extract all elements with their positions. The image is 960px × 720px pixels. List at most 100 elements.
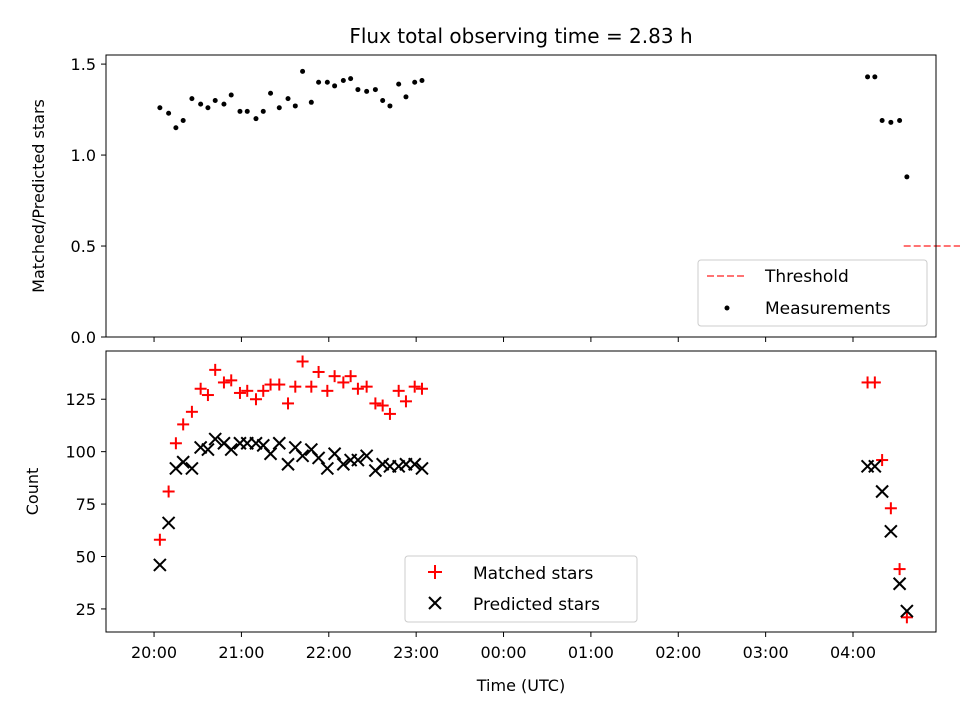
matched-star-point <box>383 407 396 420</box>
predicted-star-point-b <box>375 457 390 471</box>
bottom-y-tick-label: 100 <box>65 443 96 462</box>
matched-star-point <box>876 454 889 467</box>
top-y-tick-label: 1.0 <box>71 146 96 165</box>
measurement-point <box>244 108 250 114</box>
predicted-star-point-b <box>359 449 374 463</box>
measurement-point <box>332 83 338 89</box>
matched-star-point <box>900 611 913 624</box>
predicted-star-point-b <box>281 457 295 471</box>
x-tick-label: 23:00 <box>393 643 439 662</box>
predicted-star-point-b <box>295 449 310 463</box>
top-legend-box <box>697 259 928 327</box>
predicted-star-point-b <box>185 461 199 476</box>
bottom-panel: 20:00 21:00 22:00 23:00 00:00 01:00 02:00 03:00… <box>23 350 937 695</box>
measurement-point <box>897 117 903 123</box>
predicted-star-point-b <box>311 451 326 465</box>
matched-star-point <box>233 386 246 399</box>
x-tick-label: 01:00 <box>568 643 614 662</box>
measurement-point <box>372 87 378 93</box>
bottom-y-tick-label: 25 <box>76 600 96 619</box>
matched-star-point <box>344 370 357 383</box>
matched-star-point <box>201 389 214 402</box>
measurement-point <box>173 125 179 131</box>
measurement-point <box>212 97 218 103</box>
measurement-point <box>364 88 370 94</box>
matched-star-point <box>351 382 364 395</box>
measurement-point <box>387 103 393 109</box>
predicted-star-point-b <box>201 442 215 457</box>
matched-star-point <box>328 370 341 383</box>
predicted-star-point <box>900 604 914 618</box>
predicted-star-point-b <box>224 442 238 457</box>
matched-star-point <box>273 378 286 391</box>
measurement-point <box>904 174 910 180</box>
x-tick-label: 21:00 <box>218 643 264 662</box>
predicted-star-point <box>185 461 199 476</box>
predicted-star-point <box>224 442 238 457</box>
matched-star-point <box>162 485 175 498</box>
measurement-point <box>198 101 204 107</box>
bottom-y-ticks: 25 50 75 100 125 <box>65 390 106 619</box>
predicted-star-point-b <box>868 459 882 474</box>
matched-star-point <box>893 563 906 576</box>
matched-star-point <box>296 355 309 368</box>
predicted-star-point <box>263 447 278 461</box>
matched-star-point <box>241 384 254 397</box>
matched-star-point <box>884 502 897 515</box>
predicted-star-point-b <box>320 461 335 476</box>
matched-star-point <box>360 380 373 393</box>
measurement-point <box>324 79 330 85</box>
top-y-ticks: 0.0 0.5 1.0 1.5 <box>71 55 106 347</box>
predicted-star-point <box>868 459 882 474</box>
measurement-point <box>237 108 243 114</box>
matched-star-point <box>249 393 262 406</box>
matched-star-point <box>305 380 318 393</box>
measurement-point <box>888 119 894 125</box>
matched-star-point <box>312 365 325 378</box>
predicted-star-point <box>295 449 310 463</box>
measurement-point <box>865 74 871 80</box>
predicted-star-point <box>875 484 889 499</box>
matched-star-point <box>289 380 302 393</box>
top-y-tick-label: 0.0 <box>71 328 96 347</box>
matched-star-point <box>225 374 238 387</box>
matched-star-point <box>868 376 881 389</box>
predicted-star-point-b <box>256 438 270 453</box>
measurement-point <box>308 99 314 105</box>
matched-star-point <box>321 384 334 397</box>
predicted-star-point <box>153 558 167 572</box>
matched-star-point <box>217 376 230 389</box>
bottom-y-axis-label: Count <box>23 468 42 516</box>
predicted-star-point-b <box>208 432 222 446</box>
measurement-point <box>228 92 234 98</box>
measurement-point <box>355 87 361 93</box>
predicted-star-point-b <box>161 516 176 530</box>
measurement-point <box>872 74 878 80</box>
matched-star-point <box>185 405 198 418</box>
predicted-legend-swatch <box>428 596 442 610</box>
matched-star-point <box>169 437 182 450</box>
predicted-star-point <box>320 461 335 476</box>
predicted-star-point-b <box>304 442 319 457</box>
predicted-star-point-b <box>193 440 208 455</box>
x-tick-label: 22:00 <box>306 643 352 662</box>
predicted-star-point <box>311 451 326 465</box>
x-tick-label: 02:00 <box>655 643 701 662</box>
predicted-star-point <box>359 449 374 463</box>
predicted-star-point-b <box>884 524 898 539</box>
predicted-star-point <box>336 457 351 471</box>
predicted-star-point-b <box>336 457 351 471</box>
measurement-point <box>348 76 354 82</box>
chart-title: Flux total observing time = 2.83 h <box>349 24 692 48</box>
measurement-point <box>221 101 227 107</box>
matched-star-point <box>177 418 190 431</box>
measurements-legend-label: Measurements <box>765 299 891 319</box>
measurement-point <box>292 103 298 109</box>
threshold-legend-label: Threshold <box>764 267 849 287</box>
measurement-point <box>879 117 885 123</box>
predicted-star-point <box>351 453 365 467</box>
predicted-star-point <box>208 432 222 446</box>
measurement-point <box>157 105 163 111</box>
measurement-point <box>268 90 274 96</box>
